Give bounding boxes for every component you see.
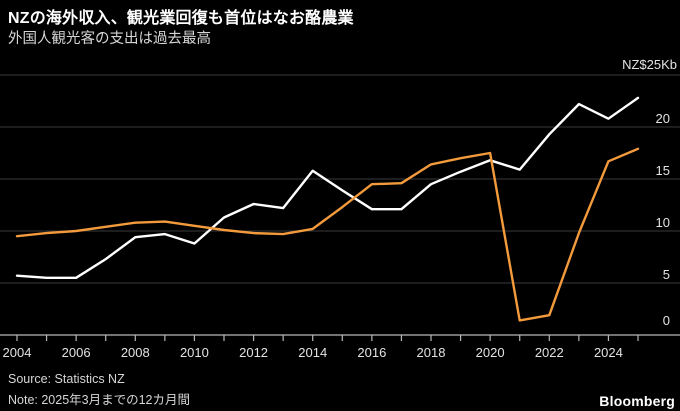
x-tick-label: 2018 xyxy=(417,345,446,360)
chart-title: NZの海外収入、観光業回復も首位はなお酪農業 xyxy=(8,10,354,27)
series-white-line xyxy=(15,96,640,279)
y-tick-label: 0 xyxy=(663,313,670,328)
y-tick-label: 5 xyxy=(663,267,670,282)
note-label: Note: 2025年3月までの12カ月間 xyxy=(8,393,191,407)
bloomberg-logo: Bloomberg xyxy=(599,393,675,409)
x-tick-label: 2014 xyxy=(298,345,327,360)
x-tick-label: 2004 xyxy=(3,345,32,360)
x-tick-label: 2008 xyxy=(121,345,150,360)
source-label: Source: Statistics NZ xyxy=(8,372,125,386)
y-axis-unit-label: NZ$25Kb xyxy=(622,57,677,72)
chart-subtitle: 外国人観光客の支出は過去最高 xyxy=(8,31,211,47)
y-tick-label: 15 xyxy=(656,163,670,178)
series-orange-line xyxy=(15,147,640,322)
x-tick-label: 2020 xyxy=(476,345,505,360)
y-tick-label: 10 xyxy=(656,215,670,230)
x-tick-label: 2024 xyxy=(594,345,623,360)
x-tick-label: 2016 xyxy=(357,345,386,360)
x-tick-label: 2012 xyxy=(239,345,268,360)
x-tick-label: 2006 xyxy=(62,345,91,360)
y-tick-label: 20 xyxy=(656,111,670,126)
x-tick-label: 2010 xyxy=(180,345,209,360)
x-tick-label: 2022 xyxy=(535,345,564,360)
